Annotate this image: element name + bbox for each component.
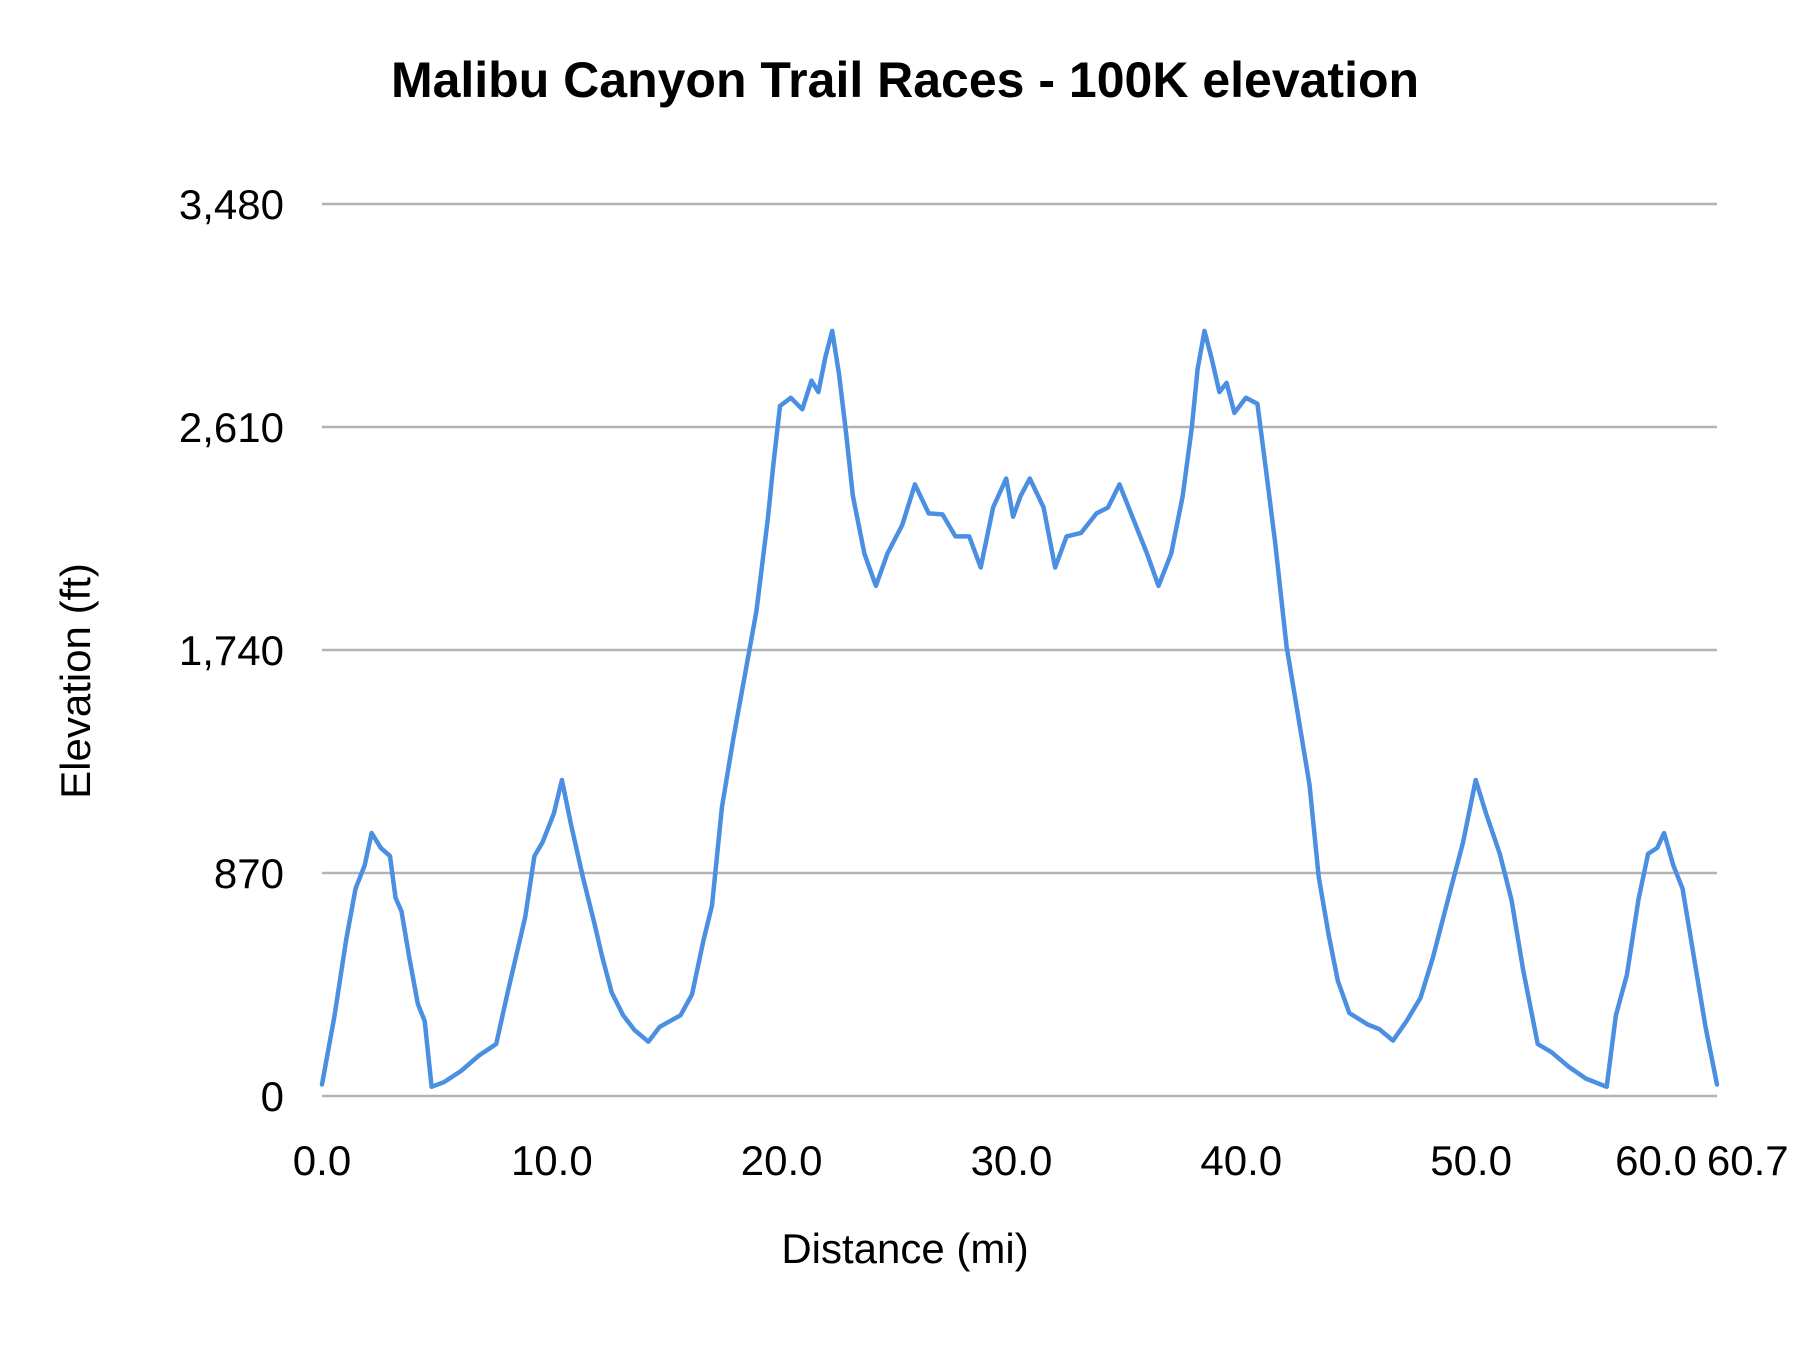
x-tick-label: 50.0 bbox=[1430, 1137, 1512, 1184]
x-tick-label: 0.0 bbox=[293, 1137, 351, 1184]
y-tick-label: 1,740 bbox=[179, 627, 284, 674]
elevation-line bbox=[319, 328, 1720, 1090]
x-tick-label: 60.0 bbox=[1615, 1137, 1697, 1184]
x-tick-label: 20.0 bbox=[741, 1137, 823, 1184]
chart-title: Malibu Canyon Trail Races - 100K elevati… bbox=[391, 52, 1419, 108]
y-tick-label: 0 bbox=[261, 1073, 284, 1120]
x-tick-label: 10.0 bbox=[511, 1137, 593, 1184]
x-tick-label: 40.0 bbox=[1200, 1137, 1282, 1184]
x-tick-label: 30.0 bbox=[971, 1137, 1053, 1184]
x-tick-label: 60.7 bbox=[1707, 1137, 1789, 1184]
y-axis-ticks: 0 870 1,740 2,610 3,480 bbox=[179, 181, 284, 1120]
y-axis-label: Elevation (ft) bbox=[52, 563, 99, 799]
gridlines bbox=[322, 202, 1717, 1098]
x-axis-label: Distance (mi) bbox=[781, 1225, 1028, 1272]
x-axis-ticks: 0.0 10.0 20.0 30.0 40.0 50.0 60.0 60.7 bbox=[293, 1137, 1789, 1184]
y-tick-label: 870 bbox=[214, 850, 284, 897]
y-tick-label: 2,610 bbox=[179, 404, 284, 451]
y-tick-label: 3,480 bbox=[179, 181, 284, 228]
